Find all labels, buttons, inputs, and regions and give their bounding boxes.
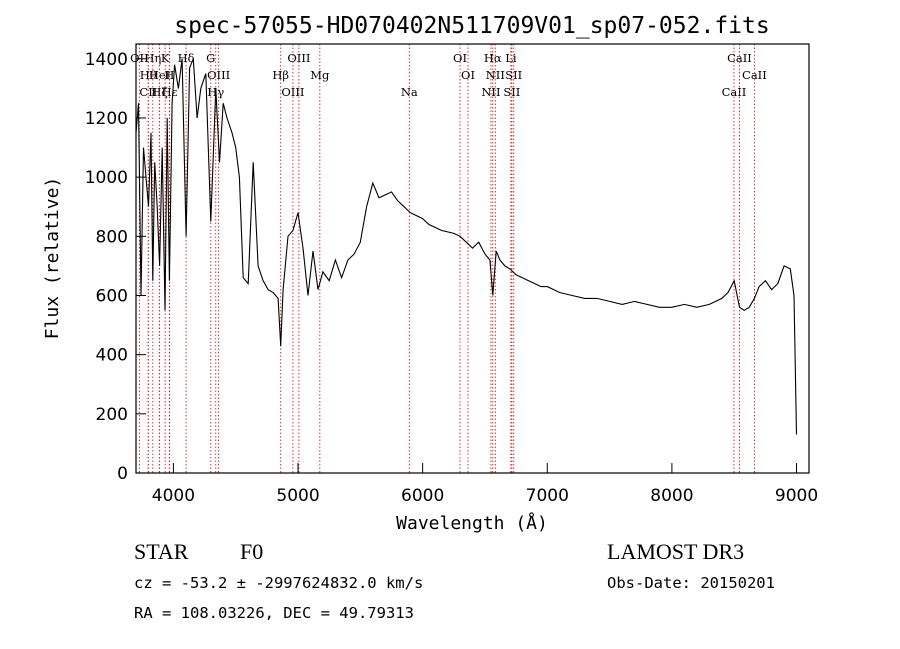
line-marker-label: Hζ [151,85,167,99]
x-tick-label: 9000 [775,486,818,506]
line-marker-label: OIII [287,51,310,65]
x-tick-label: 4000 [152,486,195,506]
object-class: STAR [134,539,189,564]
line-marker-label: Na [401,85,418,99]
line-marker-label: H [164,68,174,82]
y-tick-label: 1400 [85,50,128,70]
line-marker-label: CaII [722,85,747,99]
x-axis-ticks: 4000 5000 6000 7000 8000 9000 [152,463,818,506]
line-marker-label: Hη [144,51,161,65]
y-tick-label: 800 [96,227,128,247]
coordinates: RA = 108.03226, DEC = 49.79313 [134,604,414,622]
line-marker-label: OI [453,51,467,65]
line-marker-label: Mg [310,68,330,82]
line-marker-label: OI [461,68,475,82]
line-marker-label: Hθ [140,68,157,82]
line-marker-label: Hε [162,85,178,99]
plot-frame [135,43,810,474]
line-marker-label: CII [139,85,157,99]
survey-name: LAMOST DR3 [607,539,745,564]
y-tick-label: 200 [96,405,128,425]
spectrum-line [135,58,798,435]
line-marker-label: SII [503,85,520,99]
y-tick-label: 400 [96,346,128,366]
line-marker-label: CaII [727,51,752,65]
velocity-readout: cz = -53.2 ± -2997624832.0 km/s [134,574,424,592]
line-marker-label: G [206,51,215,65]
y-tick-label: 600 [96,286,128,306]
line-marker-label: NII [486,68,505,82]
x-tick-label: 5000 [276,486,319,506]
y-axis-label: Flux (relative) [42,177,63,340]
x-axis-label: Wavelength (Å) [396,512,548,534]
line-marker-label: HeI [149,68,170,82]
line-marker-label: NII [481,85,500,99]
line-marker-label: OII [130,51,149,65]
chart-title: spec-57055-HD070402N511709V01_sp07-052.f… [174,13,769,39]
line-marker-label: CaII [742,68,767,82]
line-marker-label: Hβ [272,68,289,82]
line-marker-label: Hα [484,51,502,65]
y-axis-ticks: 0 200 400 600 800 1000 1200 1400 [85,50,146,484]
x-tick-label: 8000 [650,486,693,506]
obs-date: Obs-Date: 20150201 [607,574,775,592]
y-tick-label: 1200 [85,109,128,129]
line-marker-label: OIII [207,68,230,82]
line-marker-label: SII [505,68,522,82]
line-marker-label: K [161,51,170,65]
line-marker-label: Li [505,51,517,65]
line-markers: OIIHθCIIHηHeIHζKHHεHδOIIIHγGHβOIIIOIIIMg… [130,44,767,473]
subclass: F0 [240,539,264,564]
line-marker-label: OIII [281,85,304,99]
y-tick-label: 1000 [85,168,128,188]
x-tick-label: 6000 [401,486,444,506]
y-tick-label: 0 [117,464,128,484]
x-tick-label: 7000 [526,486,569,506]
